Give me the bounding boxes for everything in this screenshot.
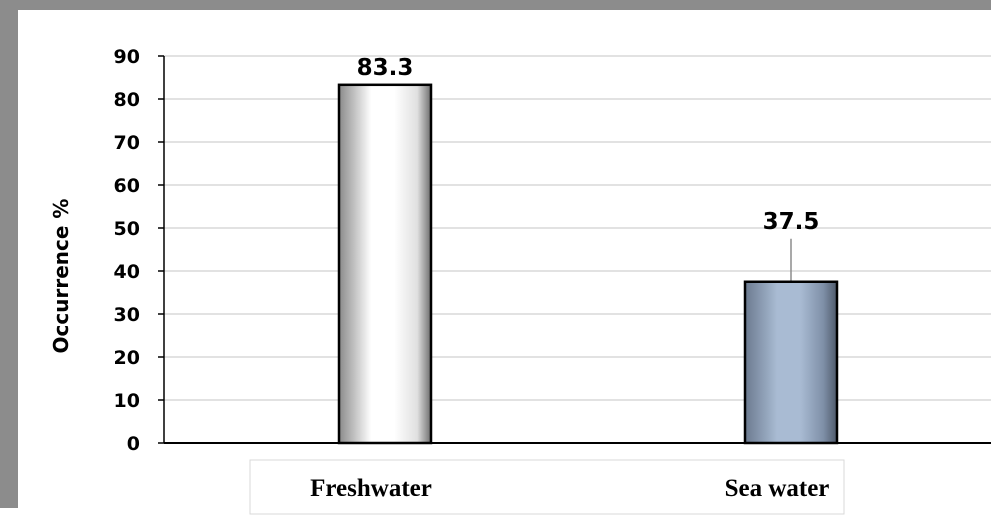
gridlines: [164, 55, 991, 401]
data-label: 83.3: [357, 55, 414, 81]
y-axis-title: Occurrence %: [49, 199, 73, 354]
category-axis-box: [249, 459, 845, 515]
y-tick-label: 60: [114, 175, 140, 197]
y-tick-label: 80: [114, 89, 140, 111]
y-tick-label: 70: [114, 132, 140, 154]
y-axis-ticks: 0 10 20 30 40 50 60 70 80 90: [114, 46, 164, 455]
y-tick-label: 10: [114, 390, 140, 412]
y-tick-label: 50: [114, 218, 140, 240]
bar-sea-water: [743, 280, 839, 445]
y-tick-label: 0: [127, 433, 140, 455]
y-tick-label: 30: [114, 304, 140, 326]
bar-freshwater: [337, 83, 433, 445]
bar-chart: 0 10 20 30 40 50 60 70 80 90 83.3 Freshwater 37.5 Se…: [49, 46, 991, 515]
category-label: Freshwater: [310, 475, 432, 502]
category-label: Sea water: [725, 475, 830, 502]
y-tick-label: 90: [114, 46, 140, 68]
bars: 83.3 Freshwater 37.5 Sea water: [310, 55, 839, 502]
y-tick-label: 40: [114, 261, 140, 283]
y-tick-label: 20: [114, 347, 140, 369]
data-label: 37.5: [763, 209, 820, 235]
